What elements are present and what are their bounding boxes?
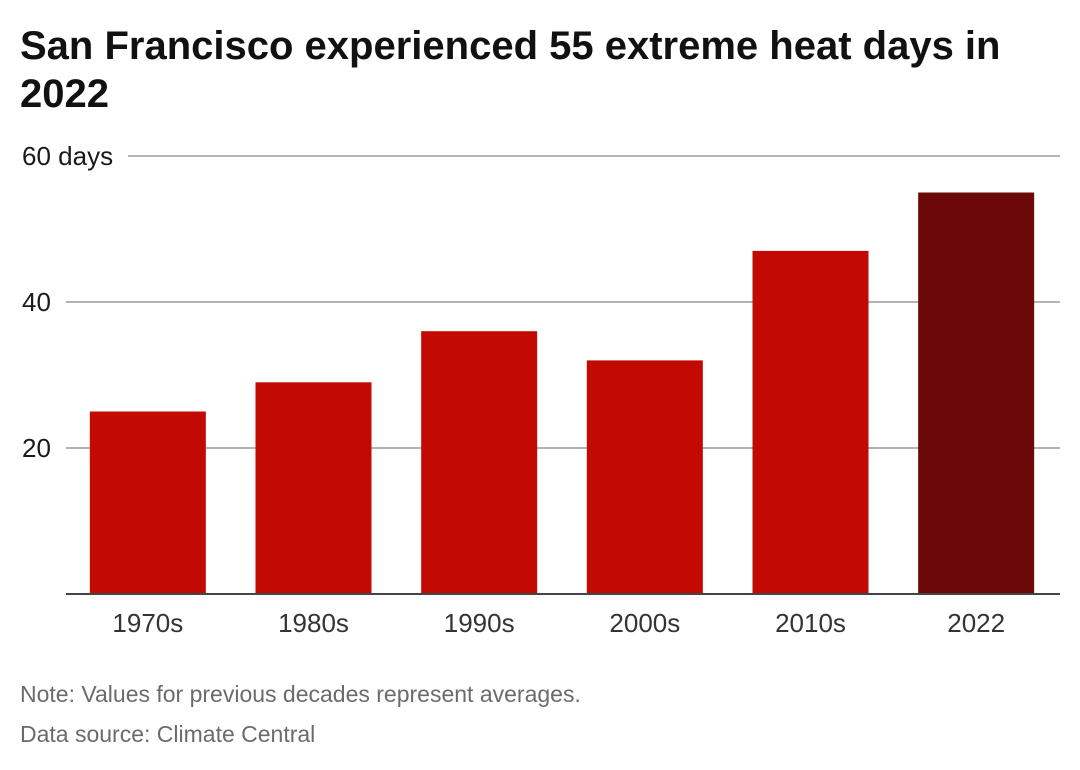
chart-title: San Francisco experienced 55 extreme hea…: [20, 24, 1001, 116]
x-tick-label-2010s: 2010s: [775, 608, 846, 638]
axis-labels: 20 40 60 days 1970s 1980s 1990s 2000s 2010s 2022: [22, 141, 1005, 638]
bar-2000s: [586, 360, 703, 594]
bar-2010s: [752, 250, 869, 594]
bar-chart: 20 40 60 days 1970s 1980s 1990s 2000s 2010s 2022: [22, 141, 1060, 638]
y-tick-label-20: 20: [22, 433, 51, 463]
bars: [89, 192, 1035, 594]
x-tick-label-1980s: 1980s: [278, 608, 349, 638]
y-tick-label-60: 60 days: [22, 141, 113, 171]
bar-1990s: [421, 331, 538, 594]
chart-note: Note: Values for previous decades repres…: [20, 681, 581, 707]
x-tick-label-2022: 2022: [947, 608, 1005, 638]
x-tick-label-1990s: 1990s: [444, 608, 515, 638]
x-tick-label-2000s: 2000s: [609, 608, 680, 638]
bar-2022: [918, 192, 1035, 594]
x-tick-label-1970s: 1970s: [112, 608, 183, 638]
bar-1970s: [89, 411, 206, 594]
gridlines: [66, 155, 1060, 449]
bar-1980s: [255, 382, 372, 594]
y-tick-label-40: 40: [22, 287, 51, 317]
data-source: Data source: Climate Central: [20, 721, 316, 747]
